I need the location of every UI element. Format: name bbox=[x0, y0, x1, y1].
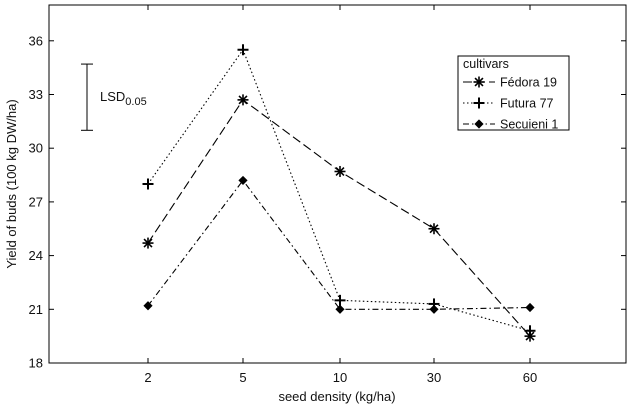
legend-box bbox=[457, 55, 570, 131]
y-axis-ticks: 18 21 24 27 30 33 36 bbox=[29, 33, 626, 371]
data-point bbox=[525, 302, 535, 313]
legend-item: Secuieni 1 bbox=[463, 118, 558, 132]
y-axis-label: Yield of buds (100 kg DW/ha) bbox=[4, 99, 19, 268]
legend-label: Futura 77 bbox=[500, 97, 554, 111]
x-tick-label: 5 bbox=[239, 370, 246, 385]
legend-title: cultivars bbox=[463, 57, 509, 71]
data-point bbox=[237, 44, 249, 56]
data-point bbox=[334, 165, 346, 177]
lsd-subscript: 0.05 bbox=[125, 96, 146, 108]
series-markers bbox=[142, 44, 536, 342]
lsd-label: LSD0.05 bbox=[100, 89, 147, 108]
data-point bbox=[142, 178, 154, 190]
y-tick-label: 27 bbox=[29, 194, 43, 209]
lsd-bar: LSD0.05 bbox=[81, 63, 147, 131]
legend-label: Secuieni 1 bbox=[500, 118, 558, 132]
x-tick-label: 60 bbox=[523, 370, 537, 385]
y-tick-label: 36 bbox=[29, 33, 43, 48]
data-point bbox=[143, 301, 153, 311]
x-axis-ticks: 2 5 10 30 60 bbox=[144, 5, 537, 385]
x-tick-label: 10 bbox=[333, 370, 347, 385]
x-tick-label: 30 bbox=[427, 370, 441, 385]
plot-frame bbox=[48, 4, 627, 364]
legend-marker bbox=[474, 119, 484, 129]
series-line bbox=[147, 179, 531, 310]
y-tick-label: 30 bbox=[29, 141, 43, 156]
data-point bbox=[142, 237, 154, 249]
y-tick-label: 21 bbox=[29, 302, 43, 317]
legend-label: Fédora 19 bbox=[500, 76, 557, 90]
legend-marker bbox=[473, 76, 485, 88]
data-point bbox=[428, 223, 440, 235]
data-point bbox=[334, 294, 346, 306]
legend-item: Fédora 19 bbox=[463, 76, 557, 90]
x-tick-label: 2 bbox=[144, 370, 151, 385]
legend-marker bbox=[473, 97, 485, 109]
y-tick-label: 24 bbox=[29, 248, 43, 263]
y-tick-label: 18 bbox=[29, 356, 43, 371]
y-tick-label: 33 bbox=[29, 87, 43, 102]
data-point bbox=[237, 94, 249, 106]
data-point bbox=[335, 304, 345, 314]
data-point bbox=[238, 175, 248, 186]
data-point bbox=[524, 325, 536, 337]
x-axis-label: seed density (kg/ha) bbox=[278, 389, 395, 404]
legend: cultivars Fédora 19 Futura 77 Secuieni 1 bbox=[457, 55, 570, 132]
legend-item: Futura 77 bbox=[463, 97, 554, 111]
data-point bbox=[429, 304, 439, 314]
